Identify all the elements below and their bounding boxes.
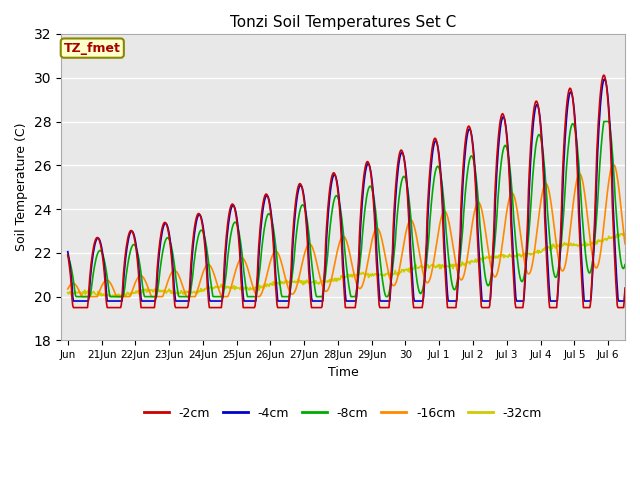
Text: TZ_fmet: TZ_fmet — [64, 42, 121, 55]
Legend: -2cm, -4cm, -8cm, -16cm, -32cm: -2cm, -4cm, -8cm, -16cm, -32cm — [139, 402, 547, 425]
X-axis label: Time: Time — [328, 366, 358, 379]
Title: Tonzi Soil Temperatures Set C: Tonzi Soil Temperatures Set C — [230, 15, 456, 30]
Y-axis label: Soil Temperature (C): Soil Temperature (C) — [15, 123, 28, 252]
